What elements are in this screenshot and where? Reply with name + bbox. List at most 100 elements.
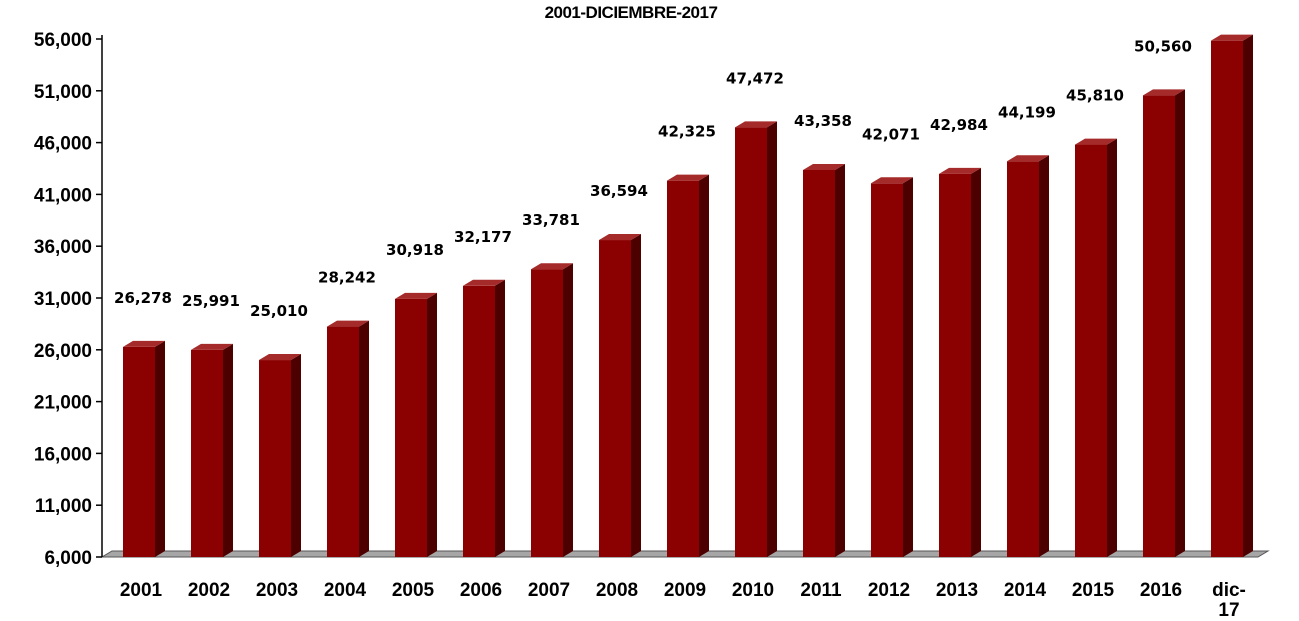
x-tick-label: 2007	[528, 580, 570, 601]
bar-front	[463, 285, 495, 557]
data-label: 26,278	[114, 289, 172, 307]
bar-2009	[667, 174, 709, 557]
bar-front	[327, 326, 359, 557]
bar-top	[259, 354, 301, 361]
bar-front	[123, 346, 155, 557]
y-tick-label: 31,000	[34, 289, 92, 310]
data-label: 47,472	[726, 69, 784, 87]
chart-title: 2001-DICIEMBRE-2017	[544, 3, 718, 22]
bar-side	[699, 174, 709, 557]
y-tick-label: 51,000	[34, 82, 92, 103]
x-tick-label: 2016	[1140, 580, 1182, 601]
bar-2007	[531, 263, 573, 557]
bar-side	[223, 343, 233, 557]
bar-top	[191, 343, 233, 350]
y-tick-label: 56,000	[34, 30, 92, 51]
bar-front	[871, 183, 903, 557]
bar-top	[1075, 138, 1117, 145]
bar-side	[291, 354, 301, 557]
bar-2008	[599, 234, 641, 558]
bar-dic-17	[1211, 34, 1253, 557]
bar-top	[531, 263, 573, 270]
bar-top	[735, 121, 777, 128]
bar-2013	[939, 167, 981, 557]
bar-2016	[1143, 89, 1185, 557]
bar-front	[599, 240, 631, 558]
bar-top	[1143, 89, 1185, 96]
bar-side	[155, 340, 165, 557]
data-label: 36,594	[590, 182, 648, 200]
data-label: 42,984	[930, 116, 988, 134]
bar-front	[395, 298, 427, 557]
x-tick-label: 2015	[1072, 580, 1115, 601]
x-tick-label: 2010	[732, 580, 774, 601]
bar-front	[259, 360, 291, 557]
y-tick-label: 6,000	[44, 548, 92, 569]
data-label: 25,010	[250, 302, 308, 320]
bar-2006	[463, 279, 505, 557]
x-tick-label: 2002	[188, 580, 230, 601]
x-tick-label: 2014	[1004, 580, 1047, 601]
bar-side	[1243, 34, 1253, 557]
bar-front	[735, 127, 767, 557]
y-tick-label: 21,000	[34, 393, 92, 414]
bar-side	[971, 167, 981, 557]
bar-side	[631, 234, 641, 558]
x-tick-label: 2004	[324, 580, 367, 601]
data-label: 55,839	[1202, 0, 1260, 1]
data-label: 25,991	[182, 292, 240, 310]
bar-front	[667, 180, 699, 557]
bar-2005	[395, 292, 437, 557]
bar-side	[1175, 89, 1185, 557]
y-tick-label: 41,000	[34, 185, 92, 206]
bar-top	[667, 174, 709, 181]
x-tick-label: 2009	[664, 580, 706, 601]
bar-front	[191, 349, 223, 557]
bar-front	[1075, 144, 1107, 557]
bar-top	[463, 279, 505, 286]
bar-side	[563, 263, 573, 557]
bar-front	[531, 269, 563, 557]
data-label: 30,918	[386, 241, 444, 259]
data-label: 33,781	[522, 211, 580, 229]
x-tick-label: 2006	[460, 580, 502, 601]
bar-side	[1107, 138, 1117, 557]
bar-front	[803, 169, 835, 557]
y-tick-label: 11,000	[35, 496, 92, 517]
x-tick-label: 2005	[392, 580, 435, 601]
bar-2014	[1007, 155, 1049, 557]
bar-front	[1143, 95, 1175, 557]
bar-2002	[191, 343, 233, 557]
bar-front	[939, 173, 971, 557]
x-tick-label: dic-17	[1212, 580, 1246, 621]
bar-2010	[735, 121, 777, 557]
bar-side	[427, 292, 437, 557]
x-tick-label: 2001	[120, 580, 163, 601]
bar-side	[1039, 155, 1049, 557]
data-label: 28,242	[318, 269, 376, 287]
data-label: 50,560	[1134, 37, 1192, 55]
y-tick-label: 16,000	[34, 444, 92, 465]
data-label: 42,325	[658, 123, 716, 141]
y-tick-label: 46,000	[34, 134, 92, 155]
bar-2012	[871, 177, 913, 557]
y-tick-label: 26,000	[34, 341, 92, 362]
bar-top	[123, 340, 165, 347]
bar-top	[939, 167, 981, 174]
bar-2015	[1075, 138, 1117, 557]
bar-top	[871, 177, 913, 184]
bar-front	[1211, 40, 1243, 557]
bar-top	[1007, 155, 1049, 162]
bar-2011	[803, 163, 845, 557]
x-tick-label: 2012	[868, 580, 910, 601]
bar-top	[327, 320, 369, 327]
bar-top	[395, 292, 437, 299]
x-tick-label: 2003	[256, 580, 298, 601]
bar-top	[1211, 34, 1253, 41]
x-tick-label: 2008	[596, 580, 638, 601]
data-label: 32,177	[454, 228, 512, 246]
bar-top	[599, 234, 641, 241]
bar-2001	[123, 340, 165, 557]
